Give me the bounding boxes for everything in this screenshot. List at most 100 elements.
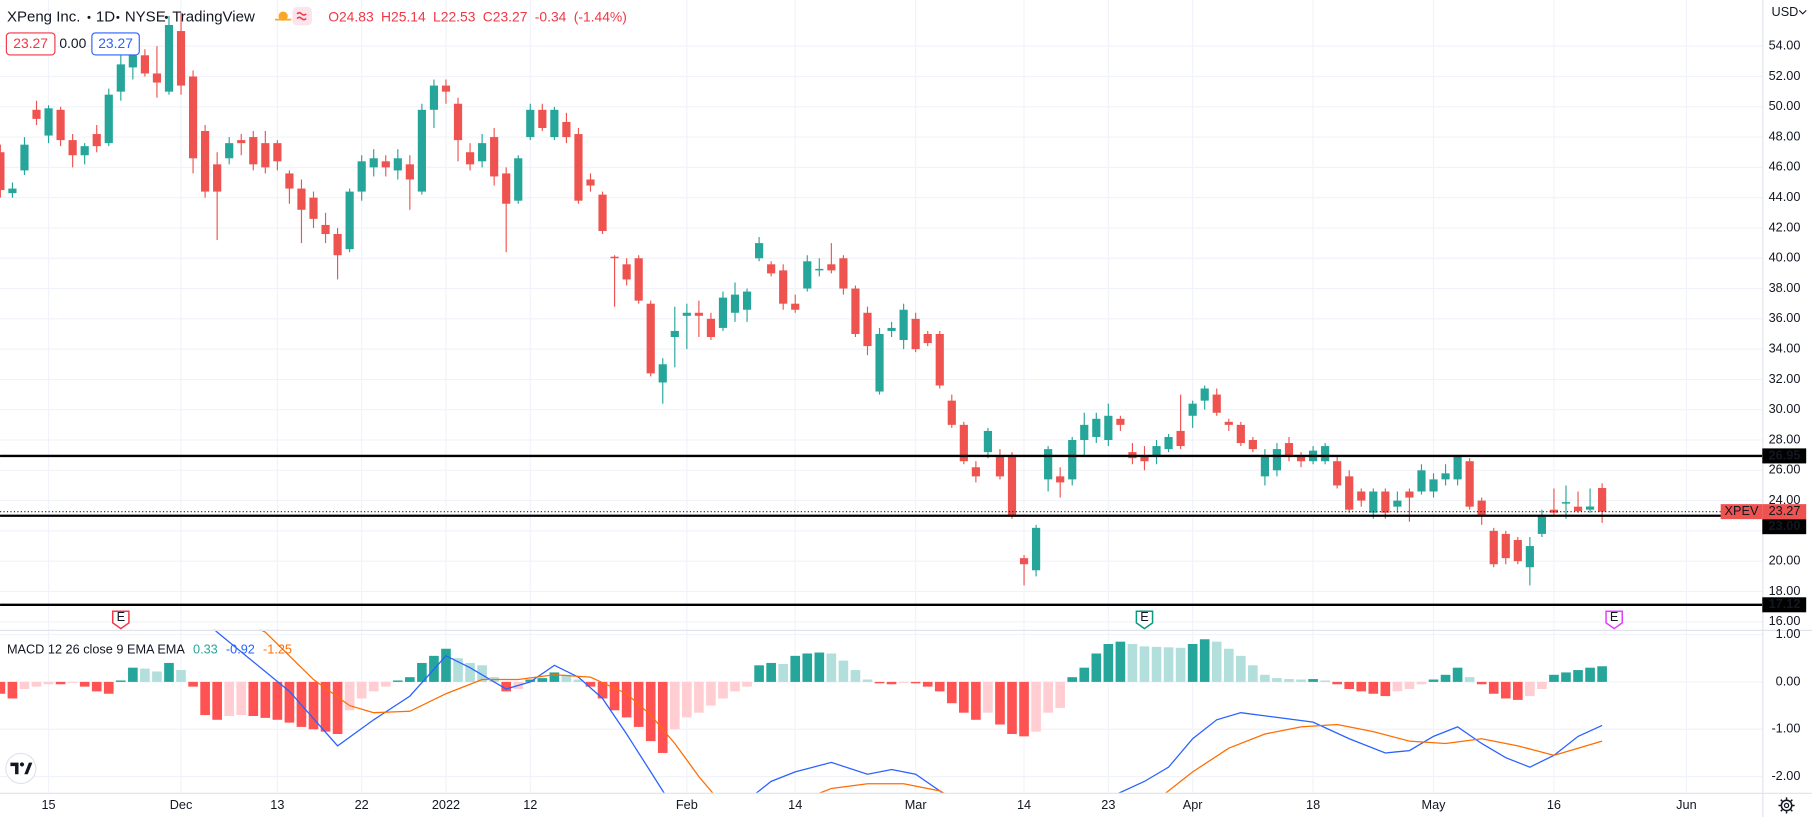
y-tick-label: 54.00 xyxy=(1769,38,1801,53)
y-tick-label: 40.00 xyxy=(1769,250,1801,265)
candle-body xyxy=(68,140,77,156)
tradingview-logo[interactable] xyxy=(5,752,37,785)
macd-histogram-bar xyxy=(417,662,427,682)
candle-body xyxy=(1212,394,1221,413)
high-value: 25.14 xyxy=(391,8,426,24)
macd-histogram-bar xyxy=(1573,670,1583,682)
x-tick-label: Feb xyxy=(676,797,698,812)
bid-box[interactable] xyxy=(5,32,56,56)
candle-body xyxy=(562,121,571,138)
event-label: E xyxy=(1610,609,1618,624)
y-tick-label: 1.00 xyxy=(1776,626,1801,641)
x-tick-label: 16 xyxy=(1547,797,1561,812)
x-tick-label: Dec xyxy=(170,797,193,812)
separator-dot xyxy=(87,15,91,19)
candle-body xyxy=(104,94,113,144)
candle-body xyxy=(1188,403,1197,416)
macd-histogram-bar xyxy=(1392,681,1403,692)
candle-body xyxy=(1357,491,1366,501)
candle-body xyxy=(369,158,378,168)
macd-histogram-bar xyxy=(730,681,740,692)
y-tick-label: 38.00 xyxy=(1769,280,1801,295)
ohlc-label: O xyxy=(328,8,339,24)
macd-title: MACD 12 26 close 9 EMA EMA xyxy=(7,642,185,657)
macd-histogram-bar xyxy=(814,652,825,682)
macd-histogram-bar xyxy=(308,681,319,730)
macd-histogram-bar xyxy=(645,681,656,742)
candle-body xyxy=(767,264,776,274)
macd-histogram-bar xyxy=(1500,681,1511,699)
macd-histogram-bar xyxy=(392,680,403,682)
macd-histogram-bar xyxy=(657,681,668,753)
macd-histogram-bar xyxy=(1332,681,1342,685)
ask-box[interactable] xyxy=(91,32,140,56)
candle-body xyxy=(755,243,764,259)
macd-histogram-bar xyxy=(501,681,512,692)
macd-histogram-bar xyxy=(1067,677,1078,682)
candle-body xyxy=(1585,506,1595,510)
ask-value[interactable]: 23.27 xyxy=(98,35,133,51)
y-tick-label: 52.00 xyxy=(1769,68,1801,83)
candle-body xyxy=(285,173,294,189)
macd-histogram-bar xyxy=(164,662,174,682)
y-tick-label: 0.00 xyxy=(1776,673,1801,688)
y-tick-label: 44.00 xyxy=(1769,189,1801,204)
macd-histogram-bar xyxy=(537,678,548,682)
candle-body xyxy=(1031,527,1041,571)
macd-histogram-bar xyxy=(1488,681,1499,694)
source: TradingView xyxy=(172,8,255,25)
y-tick-label: 48.00 xyxy=(1769,128,1801,143)
last-price-label: 23.27 xyxy=(1769,503,1801,518)
x-tick-label: 12 xyxy=(523,797,537,812)
macd-histogram-bar xyxy=(922,681,933,687)
x-tick-label: 2022 xyxy=(432,797,460,812)
candle-body xyxy=(1441,473,1450,480)
x-tick-label: 22 xyxy=(355,797,369,812)
level-tag-label: 17.12 xyxy=(1769,596,1801,611)
bid-value[interactable]: 23.27 xyxy=(13,35,48,51)
macd-histogram-bar xyxy=(934,681,945,692)
macd-histogram-bar xyxy=(549,672,560,682)
macd-histogram-bar xyxy=(477,665,487,682)
candle-body xyxy=(417,109,426,192)
macd-histogram-bar xyxy=(1115,641,1126,682)
macd-histogram-bar xyxy=(405,677,415,682)
macd-legend: MACD 12 26 close 9 EMA EMA 0.33 -0.92 -1… xyxy=(7,642,292,657)
macd-histogram-bar xyxy=(1416,681,1427,685)
y-tick-label: 46.00 xyxy=(1769,159,1801,174)
macd-histogram-bar xyxy=(212,681,222,720)
candle-body xyxy=(297,188,306,210)
candle-body xyxy=(1164,436,1173,450)
macd-histogram-bar xyxy=(380,681,391,687)
close-value: 23.27 xyxy=(493,8,528,24)
candle-body xyxy=(971,467,980,477)
macd-histogram-bar xyxy=(1211,641,1222,682)
currency-chevron[interactable] xyxy=(1798,9,1807,15)
macd-histogram-bar xyxy=(332,681,343,734)
macd-histogram-bar xyxy=(609,681,620,711)
macd-histogram-bar xyxy=(886,681,897,685)
macd-histogram-bar xyxy=(1139,646,1150,682)
currency-label[interactable]: USD xyxy=(1772,4,1799,19)
candle-body xyxy=(1019,558,1029,565)
macd-histogram-bar xyxy=(1476,681,1487,685)
candle-body xyxy=(357,161,366,192)
signal-line xyxy=(259,629,1603,793)
candle-body xyxy=(1405,491,1414,498)
candle-body xyxy=(56,109,65,141)
y-tick-label: 20.00 xyxy=(1769,553,1801,568)
candle-body xyxy=(44,108,53,136)
settings-icon[interactable] xyxy=(1778,797,1795,814)
candle-body xyxy=(875,333,884,392)
candle-body xyxy=(694,312,703,316)
macd-line xyxy=(213,629,1603,793)
candle-body xyxy=(791,303,800,310)
y-tick-label: 28.00 xyxy=(1769,431,1801,446)
macd-histogram-bar xyxy=(1296,679,1306,682)
macd-histogram-bar xyxy=(694,681,704,713)
macd-histogram-bar xyxy=(778,663,789,682)
candle-body xyxy=(646,303,655,374)
macd-histogram-bar xyxy=(1597,666,1607,682)
candle-body xyxy=(0,152,5,191)
